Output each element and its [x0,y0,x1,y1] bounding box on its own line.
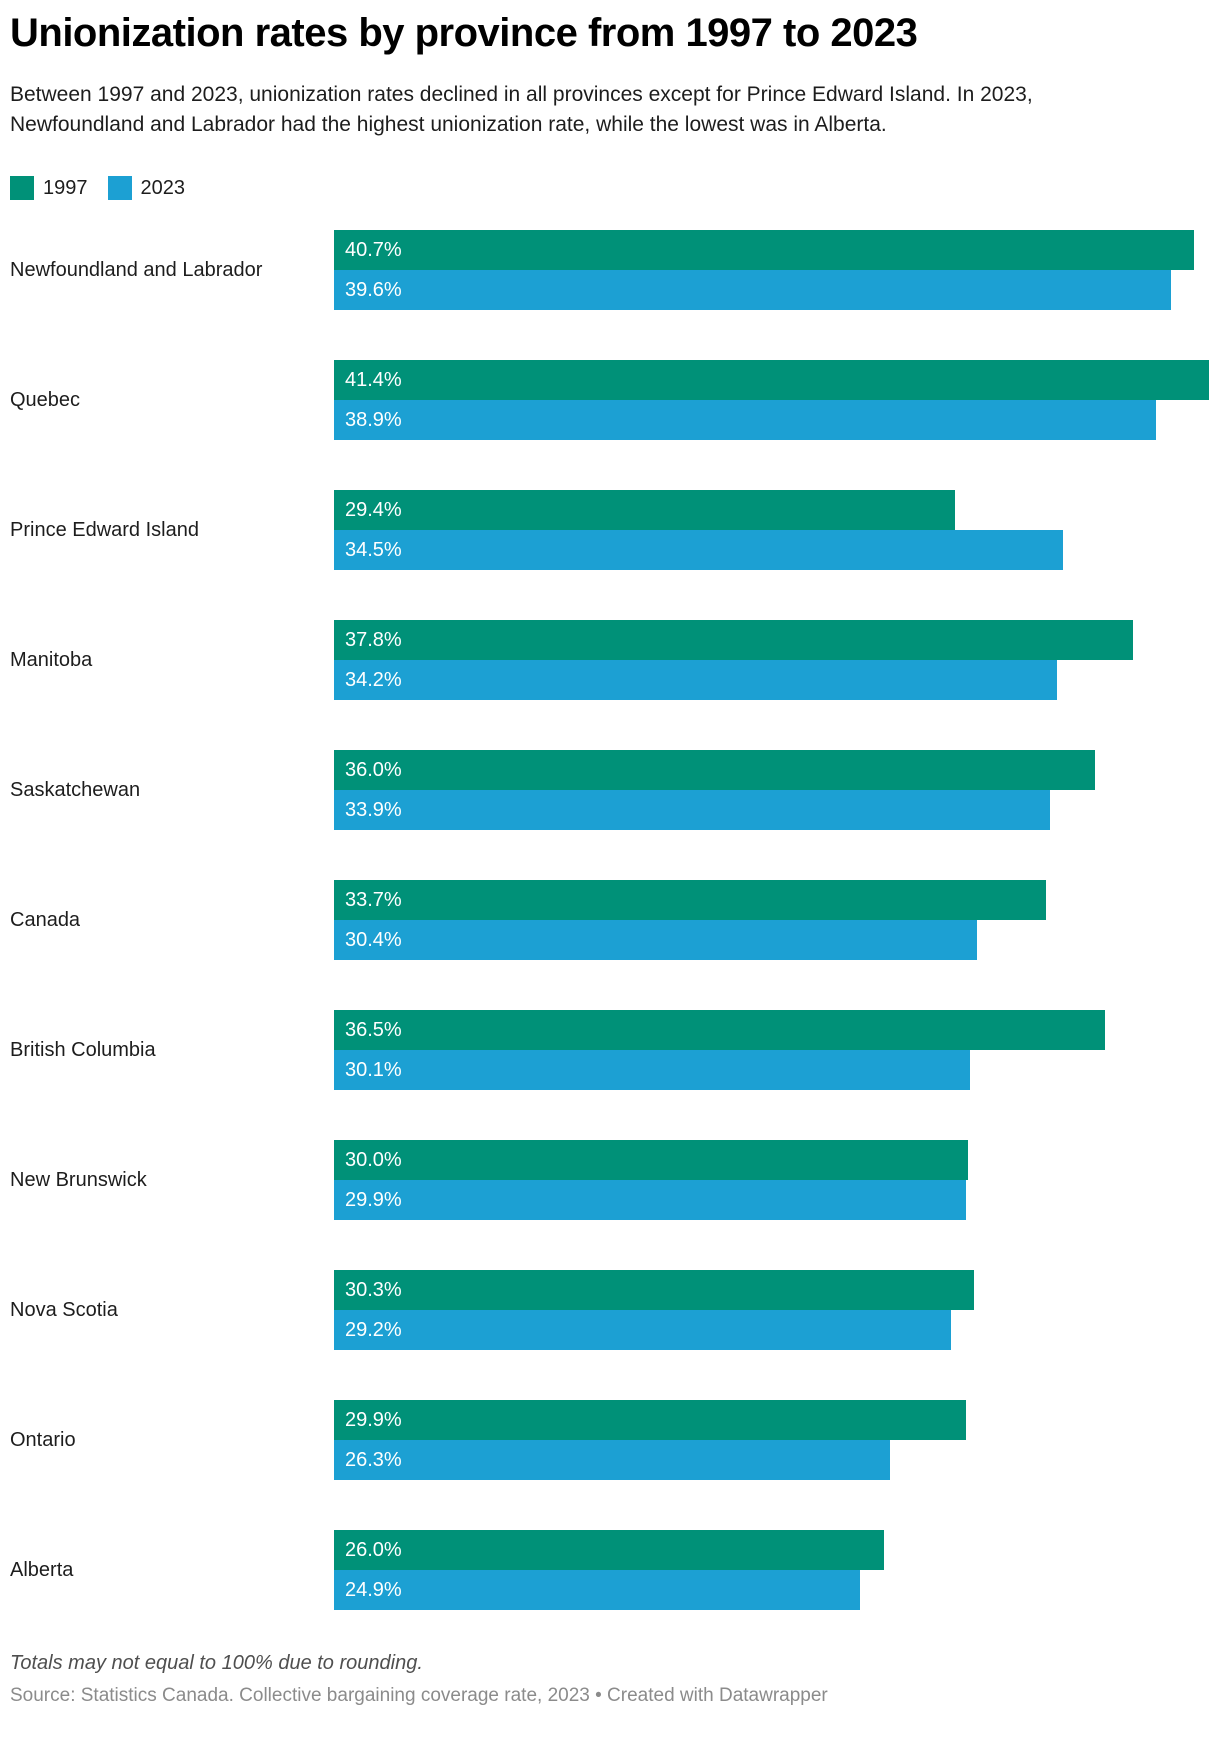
row-label: Prince Edward Island [10,518,199,541]
bar-2023: 29.2% [334,1310,952,1350]
bar-value-label: 36.0% [345,758,402,781]
bar-2023: 30.4% [334,920,977,960]
bar-value-label: 29.9% [345,1188,402,1211]
bar-2023: 29.9% [334,1180,966,1220]
bar-1997: 33.7% [334,880,1047,920]
chart-subtitle: Between 1997 and 2023, unionization rate… [10,83,1033,136]
bar-2023: 34.5% [334,530,1064,570]
bar-group: New Brunswick 30.0% 29.9% [10,1140,1209,1220]
bar-2023: 33.9% [334,790,1051,830]
bar-1997: 29.4% [334,490,956,530]
bar-2023: 38.9% [334,400,1157,440]
legend-label: 2023 [140,176,186,199]
bar-1997: 29.9% [334,1400,966,1440]
bars-container: 30.3% 29.2% [334,1270,1209,1350]
bar-value-label: 34.5% [345,538,402,561]
bar-value-label: 33.9% [345,798,402,821]
bar-2023: 34.2% [334,660,1057,700]
bar-chart: Newfoundland and Labrador 40.7% 39.6% Quebe… [10,230,1209,1610]
row-label: Nova Scotia [10,1298,118,1321]
footnote: Totals may not equal to 100% due to roun… [10,1652,423,1674]
legend: 1997 2023 [10,176,1209,200]
row-label: Saskatchewan [10,778,141,801]
bar-value-label: 40.7% [345,238,402,261]
bar-group: Alberta 26.0% 24.9% [10,1530,1209,1610]
bar-value-label: 37.8% [345,628,402,651]
bar-group: Quebec 41.4% 38.9% [10,360,1209,440]
bar-1997: 30.3% [334,1270,975,1310]
row-label: Alberta [10,1558,74,1581]
bar-value-label: 29.9% [345,1408,402,1431]
bar-group: Saskatchewan 36.0% 33.9% [10,750,1209,830]
bars-container: 26.0% 24.9% [334,1530,1209,1610]
legend-label: 1997 [43,176,88,199]
bar-value-label: 34.2% [345,668,402,691]
bar-1997: 26.0% [334,1530,884,1570]
legend-swatch-2023 [107,176,132,200]
bars-container: 29.9% 26.3% [334,1400,1209,1480]
row-label: New Brunswick [10,1168,147,1191]
bars-container: 40.7% 39.6% [334,230,1209,310]
legend-swatch-1997 [10,176,34,200]
bar-group: Canada 33.7% 30.4% [10,880,1209,960]
bar-value-label: 29.2% [345,1318,402,1341]
row-label: Ontario [10,1428,76,1451]
bars-container: 41.4% 38.9% [334,360,1209,440]
row-label: British Columbia [10,1038,156,1061]
bar-value-label: 39.6% [345,278,402,301]
row-label: Manitoba [10,648,93,671]
bars-container: 36.0% 33.9% [334,750,1209,830]
bar-2023: 26.3% [334,1440,890,1480]
bar-value-label: 30.1% [345,1058,402,1081]
bars-container: 30.0% 29.9% [334,1140,1209,1220]
bars-container: 33.7% 30.4% [334,880,1209,960]
source-line: Source: Statistics Canada. Collective ba… [10,1685,828,1706]
bar-1997: 36.5% [334,1010,1106,1050]
bar-1997: 30.0% [334,1140,969,1180]
row-label: Quebec [10,388,81,411]
bar-value-label: 30.3% [345,1278,402,1301]
row-label: Newfoundland and Labrador [10,258,263,281]
bar-group: Nova Scotia 30.3% 29.2% [10,1270,1209,1350]
row-label: Canada [10,908,81,931]
legend-item-2023: 2023 [107,176,186,200]
bar-1997: 40.7% [334,230,1195,270]
bar-group: Ontario 29.9% 26.3% [10,1400,1209,1480]
bar-value-label: 24.9% [345,1578,402,1601]
bar-group: Manitoba 37.8% 34.2% [10,620,1209,700]
bar-group: Newfoundland and Labrador 40.7% 39.6% [10,230,1209,310]
bar-group: Prince Edward Island 29.4% 34.5% [10,490,1209,570]
bar-1997: 37.8% [334,620,1133,660]
bar-value-label: 29.4% [345,498,402,521]
bar-value-label: 30.4% [345,928,402,951]
legend-item-1997: 1997 [10,176,88,200]
chart-title: Unionization rates by province from 1997… [10,11,918,55]
bars-container: 37.8% 34.2% [334,620,1209,700]
bar-1997: 41.4% [334,360,1209,400]
bars-container: 36.5% 30.1% [334,1010,1209,1090]
bar-2023: 30.1% [334,1050,971,1090]
bar-group: British Columbia 36.5% 30.1% [10,1010,1209,1090]
bars-container: 29.4% 34.5% [334,490,1209,570]
bar-value-label: 26.3% [345,1448,402,1471]
bar-value-label: 38.9% [345,408,402,431]
bar-value-label: 33.7% [345,888,402,911]
bar-1997: 36.0% [334,750,1095,790]
bar-value-label: 26.0% [345,1538,402,1561]
bar-2023: 24.9% [334,1570,861,1610]
bar-value-label: 30.0% [345,1148,402,1171]
bar-value-label: 36.5% [345,1018,402,1041]
bar-value-label: 41.4% [345,368,402,391]
bar-2023: 39.6% [334,270,1171,310]
